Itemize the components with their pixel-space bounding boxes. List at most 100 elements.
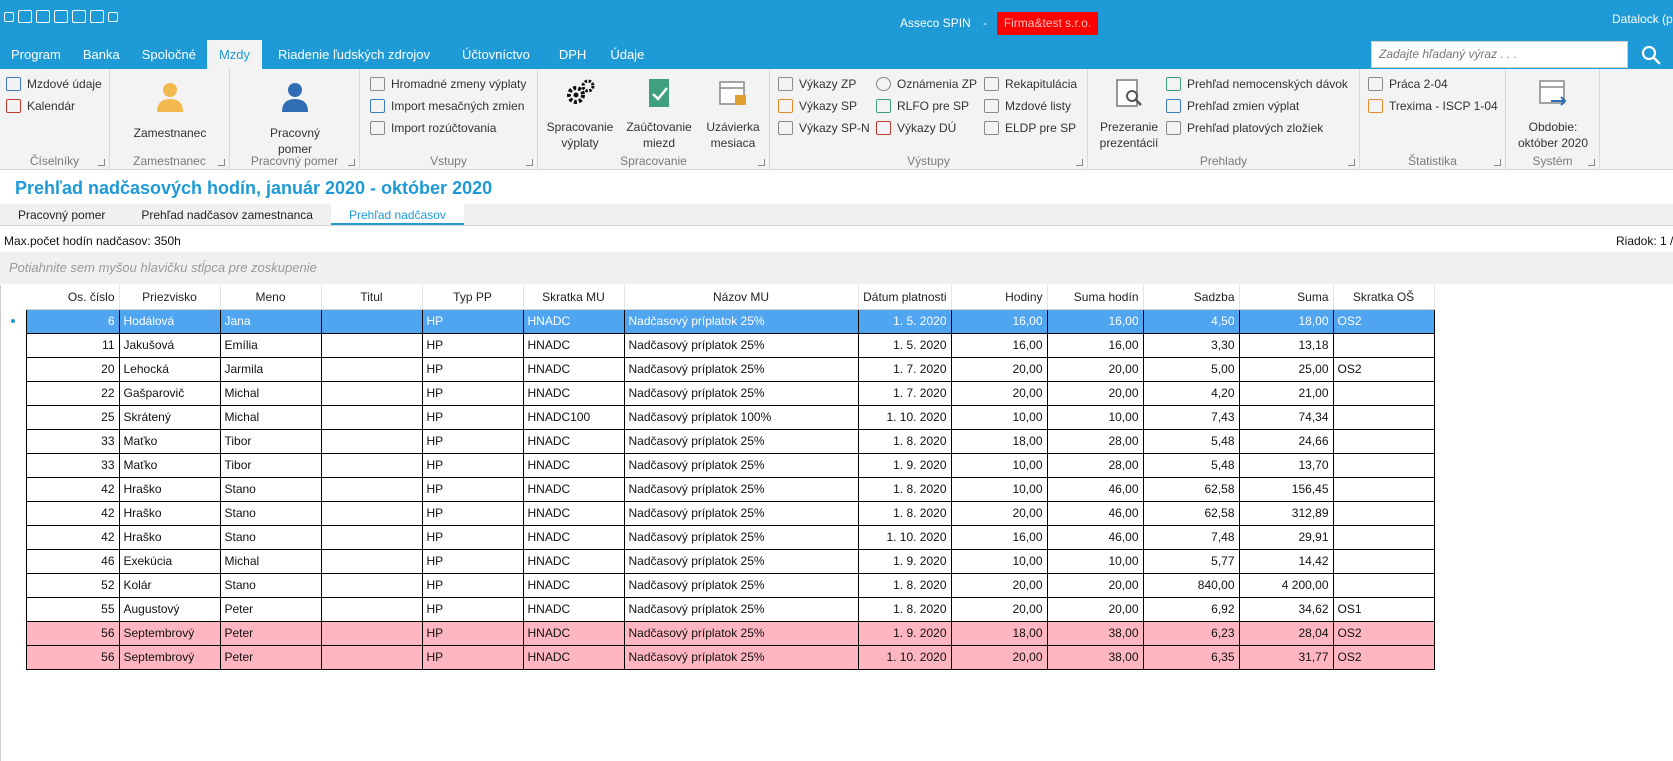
hromadne-zmeny-button[interactable]: Hromadné zmeny výplaty [370,74,526,94]
menu-banka[interactable]: Banka [82,47,120,62]
cell-suma[interactable]: 31,77 [1238,644,1334,670]
cell-os-cislo[interactable]: 42 [25,500,120,526]
cell-typ-pp[interactable]: HP [421,524,524,550]
cell-sadzba[interactable]: 6,35 [1142,644,1240,670]
print-icon[interactable] [72,10,86,23]
cell-titul[interactable] [320,380,423,406]
cell-typ-pp[interactable]: HP [421,500,524,526]
search-button[interactable] [1628,40,1673,69]
cell-hodiny[interactable]: 20,00 [950,500,1048,526]
row-indicator[interactable] [1,357,26,381]
cell-priezvisko[interactable]: Lehocká [118,356,221,382]
cell-sadzba[interactable]: 5,00 [1142,356,1240,382]
cell-meno[interactable]: Tibor [219,428,322,454]
table-row[interactable]: 56 Septembrový Peter HP HNADC Nadčasový prípl… [1,620,1435,646]
cell-skratka-os[interactable]: OS2 [1332,356,1435,382]
cell-priezvisko[interactable]: Jakušová [118,332,221,358]
cell-nazov-mu[interactable]: Nadčasový príplatok 25% [623,452,859,478]
cell-os-cislo[interactable]: 22 [25,380,120,406]
cell-os-cislo[interactable]: 11 [25,332,120,358]
group-launcher-icon[interactable] [526,159,533,166]
table-row[interactable]: 46 Exekúcia Michal HP HNADC Nadčasový príplat… [1,548,1435,574]
cell-priezvisko[interactable]: Exekúcia [118,548,221,574]
menu-spolocne[interactable]: Spoločné [141,47,196,62]
menu-program[interactable]: Program [11,47,61,62]
cell-suma[interactable]: 156,45 [1238,476,1334,502]
cell-os-cislo[interactable]: 46 [25,548,120,574]
cell-meno[interactable]: Stano [219,476,322,502]
cell-os-cislo[interactable]: 20 [25,356,120,382]
cell-os-cislo[interactable]: 33 [25,428,120,454]
cell-skratka-mu[interactable]: HNADC [522,644,625,670]
cell-skratka-os[interactable] [1332,452,1435,478]
cell-skratka-mu[interactable]: HNADC [522,452,625,478]
cell-skratka-os[interactable]: OS2 [1332,644,1435,670]
uzavierka-mesiaca-button[interactable]: Uzávierka mesiaca [698,75,768,151]
cell-typ-pp[interactable]: HP [421,428,524,454]
cell-skratka-os[interactable] [1332,548,1435,574]
cell-sadzba[interactable]: 6,92 [1142,596,1240,622]
cell-skratka-os[interactable]: OS1 [1332,596,1435,622]
cell-hodiny[interactable]: 18,00 [950,428,1048,454]
cell-datum-platnosti[interactable]: 1. 9. 2020 [857,548,952,574]
cell-suma[interactable]: 18,00 [1238,308,1334,334]
cell-hodiny[interactable]: 18,00 [950,620,1048,646]
cell-suma[interactable]: 28,04 [1238,620,1334,646]
cell-typ-pp[interactable]: HP [421,332,524,358]
pdf-icon[interactable] [36,10,50,23]
print-preview-icon[interactable] [90,10,104,23]
group-launcher-icon[interactable] [1588,159,1595,166]
cell-suma-hodin[interactable]: 10,00 [1046,548,1144,574]
excel-icon[interactable] [18,10,32,23]
table-row[interactable]: 33 Maťko Tibor HP HNADC Nadčasový príplatok 2… [1,428,1435,454]
cell-typ-pp[interactable]: HP [421,620,524,646]
cell-titul[interactable] [320,620,423,646]
col-skratka-mu[interactable]: Skratka MU [523,285,625,310]
cell-priezvisko[interactable]: Maťko [118,428,221,454]
prezeranie-prezentacii-button[interactable]: Prezeranie prezentácií [1092,75,1166,151]
cell-meno[interactable]: Peter [219,596,322,622]
rlfo-pre-sp-button[interactable]: RLFO pre SP [876,96,969,116]
cell-skratka-mu[interactable]: HNADC [522,524,625,550]
cell-sadzba[interactable]: 5,77 [1142,548,1240,574]
tab-pracovny-pomer[interactable]: Pracovný pomer [18,208,106,222]
tab-prehlad-nadcasov-zamestnanca[interactable]: Prehľad nadčasov zamestnanca [141,208,313,222]
cell-datum-platnosti[interactable]: 1. 7. 2020 [857,380,952,406]
cell-priezvisko[interactable]: Hodálová [118,308,221,334]
cell-titul[interactable] [320,476,423,502]
import-rozuctovania-button[interactable]: Import rozúčtovania [370,118,496,138]
mzdove-udaje-button[interactable]: Mzdové údaje [6,74,102,94]
table-row[interactable]: 33 Maťko Tibor HP HNADC Nadčasový príplatok 2… [1,452,1435,478]
cell-datum-platnosti[interactable]: 1. 8. 2020 [857,500,952,526]
cell-meno[interactable]: Michal [219,548,322,574]
col-meno[interactable]: Meno [220,285,322,310]
col-typ-pp[interactable]: Typ PP [422,285,524,310]
col-nazov-mu[interactable]: Názov MU [624,285,859,310]
group-launcher-icon[interactable] [1494,159,1501,166]
cell-priezvisko[interactable]: Kolár [118,572,221,598]
cell-hodiny[interactable]: 20,00 [950,572,1048,598]
cell-meno[interactable]: Emília [219,332,322,358]
cell-sadzba[interactable]: 5,48 [1142,428,1240,454]
cell-skratka-os[interactable] [1332,404,1435,430]
cell-priezvisko[interactable]: Hraško [118,524,221,550]
cell-priezvisko[interactable]: Septembrový [118,644,221,670]
cell-typ-pp[interactable]: HP [421,308,524,334]
cell-suma[interactable]: 34,62 [1238,596,1334,622]
cell-suma[interactable]: 4 200,00 [1238,572,1334,598]
cell-typ-pp[interactable]: HP [421,476,524,502]
cell-nazov-mu[interactable]: Nadčasový príplatok 25% [623,548,859,574]
cell-skratka-mu[interactable]: HNADC [522,308,625,334]
col-os-cislo[interactable]: Os. číslo [26,285,120,310]
cell-nazov-mu[interactable]: Nadčasový príplatok 25% [623,308,859,334]
menu-mzdy[interactable]: Mzdy [206,40,263,69]
cell-hodiny[interactable]: 16,00 [950,332,1048,358]
cell-suma[interactable]: 74,34 [1238,404,1334,430]
cell-sadzba[interactable]: 840,00 [1142,572,1240,598]
col-hodiny[interactable]: Hodiny [951,285,1048,310]
cell-skratka-mu[interactable]: HNADC [522,620,625,646]
cell-suma[interactable]: 13,70 [1238,452,1334,478]
cell-priezvisko[interactable]: Maťko [118,452,221,478]
cell-meno[interactable]: Jana [219,308,322,334]
cell-skratka-os[interactable] [1332,380,1435,406]
